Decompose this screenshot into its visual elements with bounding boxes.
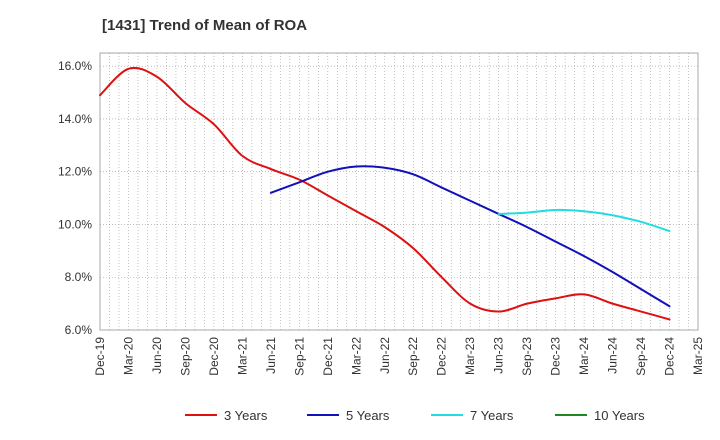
y-axis-tick-labels: 6.0% 8.0% 10.0% 12.0% 14.0% 16.0%	[58, 59, 92, 337]
legend-label-5-years: 5 Years	[346, 408, 390, 423]
x-tick-label: Dec-22	[435, 337, 449, 376]
x-tick-label: Jun-23	[492, 337, 506, 374]
x-tick-label: Sep-22	[406, 337, 420, 376]
x-tick-label: Jun-22	[378, 337, 392, 374]
grid-lines	[100, 53, 698, 330]
y-tick-label: 8.0%	[65, 270, 93, 284]
chart-title: [1431] Trend of Mean of ROA	[102, 17, 307, 34]
series-line-3-years	[99, 66, 671, 321]
x-tick-label: Mar-23	[463, 337, 477, 375]
x-tick-label: Sep-21	[292, 337, 306, 376]
x-tick-label: Jun-20	[150, 337, 164, 374]
x-tick-label: Mar-24	[577, 337, 591, 375]
legend-label-3-years: 3 Years	[224, 408, 268, 423]
x-tick-label: Mar-20	[121, 337, 135, 375]
legend-label-10-years: 10 Years	[594, 408, 645, 423]
x-tick-label: Mar-25	[691, 337, 705, 375]
series-line-5-years	[269, 165, 671, 308]
x-axis-tick-labels: Dec-19 Mar-20 Jun-20 Sep-20 Dec-20 Mar-21 Jun-…	[93, 337, 705, 376]
x-tick-label: Dec-20	[207, 337, 221, 376]
y-tick-label: 16.0%	[58, 59, 92, 73]
legend-label-7-years: 7 Years	[470, 408, 514, 423]
x-tick-label: Sep-20	[178, 337, 192, 376]
y-tick-label: 14.0%	[58, 112, 92, 126]
series-lines	[99, 66, 671, 321]
x-tick-label: Jun-24	[606, 337, 620, 374]
plot-area	[99, 52, 699, 331]
x-tick-label: Dec-23	[549, 337, 563, 376]
x-tick-label: Mar-22	[349, 337, 363, 375]
x-tick-label: Dec-21	[321, 337, 335, 376]
y-tick-label: 6.0%	[65, 323, 93, 337]
legend: 3 Years 5 Years 7 Years 10 Years	[185, 408, 645, 423]
x-tick-label: Sep-24	[634, 337, 648, 376]
x-tick-label: Jun-21	[264, 337, 278, 374]
x-tick-label: Mar-21	[235, 337, 249, 375]
x-tick-label: Dec-24	[663, 337, 677, 376]
y-tick-label: 10.0%	[58, 217, 92, 231]
x-tick-label: Dec-19	[93, 337, 107, 376]
y-tick-label: 12.0%	[58, 165, 92, 179]
series-line-7-years	[497, 208, 671, 233]
x-tick-label: Sep-23	[520, 337, 534, 376]
